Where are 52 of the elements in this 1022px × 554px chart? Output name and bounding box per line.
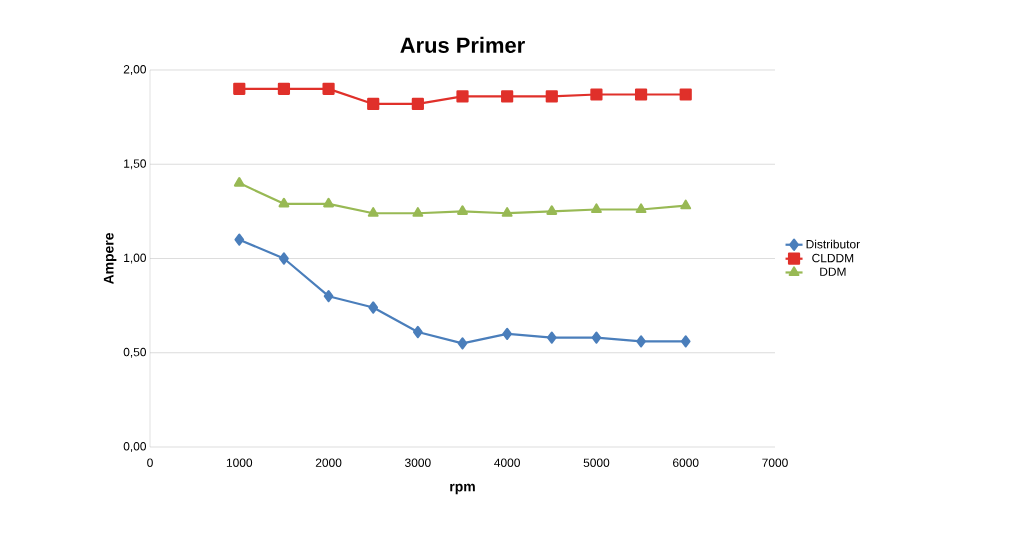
point <box>457 205 468 215</box>
point <box>635 203 647 214</box>
x-tick-label: 1000 <box>226 458 253 467</box>
chart-title: Arus Primer <box>400 36 525 53</box>
point <box>411 97 424 111</box>
x-tick-label: 4000 <box>494 458 520 467</box>
x-tick-label: 0 <box>147 458 153 467</box>
y-tick-label: 1,00 <box>124 253 147 264</box>
point <box>367 207 379 217</box>
point <box>368 301 379 314</box>
point <box>279 252 289 265</box>
point <box>323 290 334 303</box>
y-tick-label: 2,00 <box>123 65 147 75</box>
point <box>412 207 424 217</box>
point <box>679 88 692 101</box>
legend-label: DDM <box>820 267 846 276</box>
x-tick-label: 2000 <box>315 458 342 467</box>
point <box>591 203 602 214</box>
x-tick-label: 5000 <box>583 458 610 467</box>
point <box>546 205 558 215</box>
point <box>367 97 380 111</box>
x-tick-label: 7000 <box>762 458 788 467</box>
x-tick-label: 6000 <box>673 458 699 467</box>
point <box>545 90 558 103</box>
point <box>501 90 514 103</box>
point <box>413 325 423 339</box>
y-tick-label: 0,00 <box>123 442 147 452</box>
point <box>634 88 648 101</box>
point <box>233 82 246 95</box>
x-tick-label: 3000 <box>405 458 431 467</box>
legend-label: Distributor <box>806 239 860 249</box>
point <box>501 207 513 217</box>
legend-label: CLDDM <box>812 253 854 263</box>
point <box>234 233 245 246</box>
point <box>680 335 691 348</box>
point <box>590 88 603 101</box>
y-tick-label: 1,50 <box>124 159 147 170</box>
y-tick-label: 0,50 <box>123 347 147 358</box>
point <box>277 82 291 95</box>
y-axis-title: Ampere <box>103 233 117 285</box>
point <box>323 197 334 208</box>
point <box>546 331 557 344</box>
point <box>456 90 469 103</box>
point <box>680 199 692 210</box>
point <box>233 177 245 187</box>
x-axis-title: rpm <box>450 483 475 495</box>
point <box>502 327 512 340</box>
point <box>636 335 646 348</box>
point <box>457 337 468 350</box>
point <box>322 82 335 95</box>
point <box>591 331 602 344</box>
point <box>278 197 290 208</box>
